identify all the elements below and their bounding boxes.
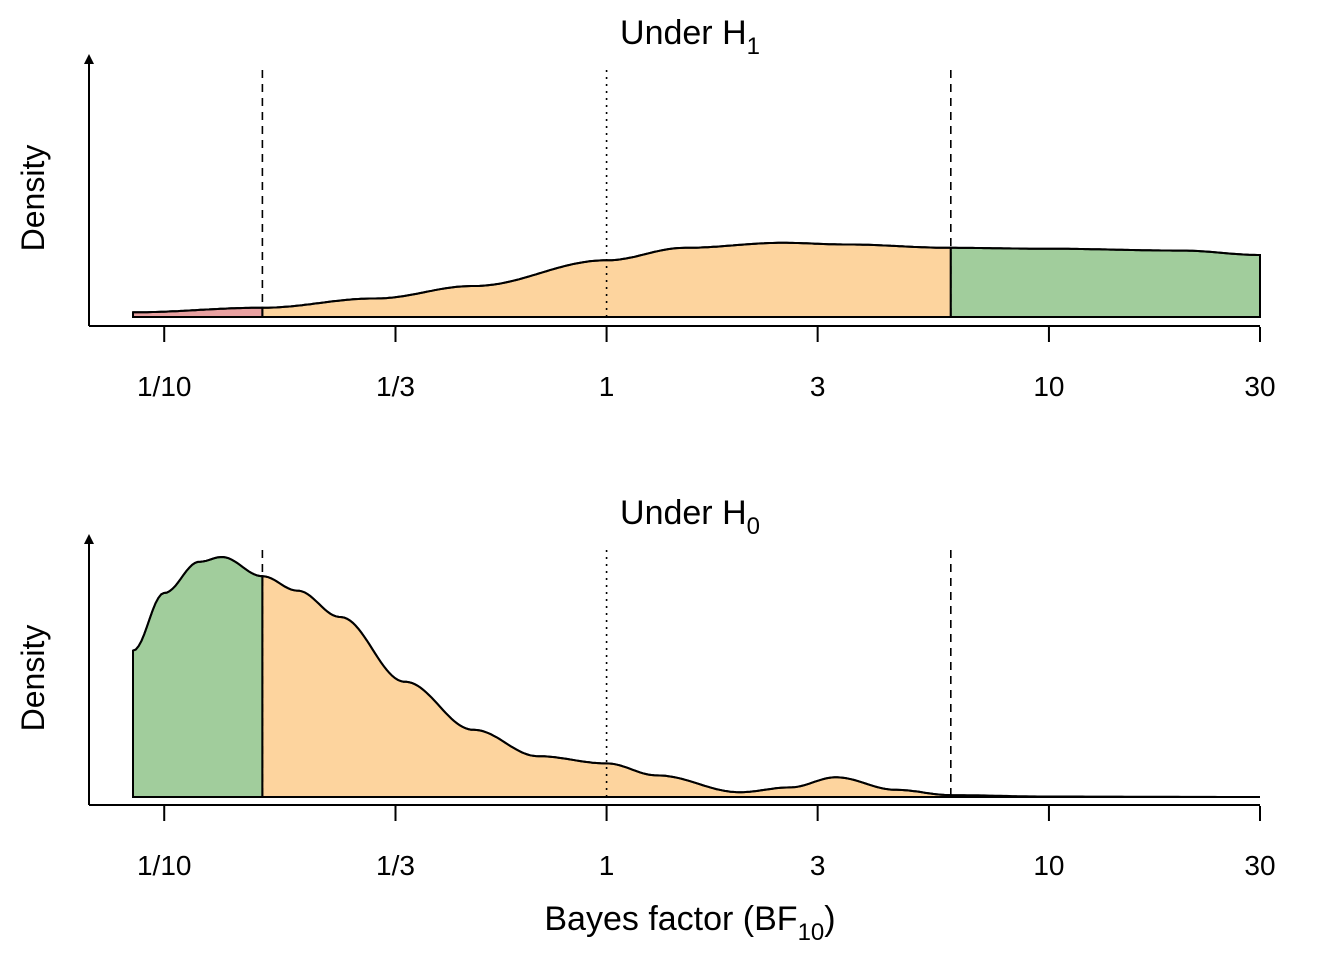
x-ticks: 1/10 1/3 1 3 10 30: [137, 327, 1276, 402]
region-green: [949, 246, 1261, 318]
x-ticks: 1/10 1/3 1 3 10 30: [137, 806, 1276, 881]
x-tick-label: 30: [1244, 371, 1275, 402]
region-green: [132, 555, 264, 798]
x-tick-label: 1/10: [137, 371, 192, 402]
density-regions: [132, 555, 1260, 798]
panel-title: Under H0: [620, 494, 760, 540]
x-tick-label: 1: [599, 371, 615, 402]
x-tick-label: 3: [810, 850, 826, 881]
x-tick-label: 30: [1244, 850, 1275, 881]
y-axis-label: Density: [15, 625, 51, 732]
panel-title: Under H1: [620, 14, 760, 60]
x-tick-label: 1: [599, 850, 615, 881]
y-axis-label: Density: [15, 145, 51, 252]
x-tick-label: 1/10: [137, 850, 192, 881]
panel-under-h1: 1/10 1/3 1 3 10 30 Under H1 Density: [15, 14, 1276, 402]
x-tick-label: 1/3: [376, 371, 415, 402]
x-axis-label: Bayes factor (BF10): [544, 900, 835, 946]
density-curve: [133, 241, 1260, 314]
x-tick-label: 1/3: [376, 850, 415, 881]
x-tick-label: 10: [1033, 850, 1064, 881]
x-tick-label: 10: [1033, 371, 1064, 402]
x-tick-label: 3: [810, 371, 826, 402]
panel-under-h0: 1/10 1/3 1 3 10 30 Under H0 Density Bayes fac…: [15, 494, 1276, 946]
density-curve: [132, 555, 1260, 798]
